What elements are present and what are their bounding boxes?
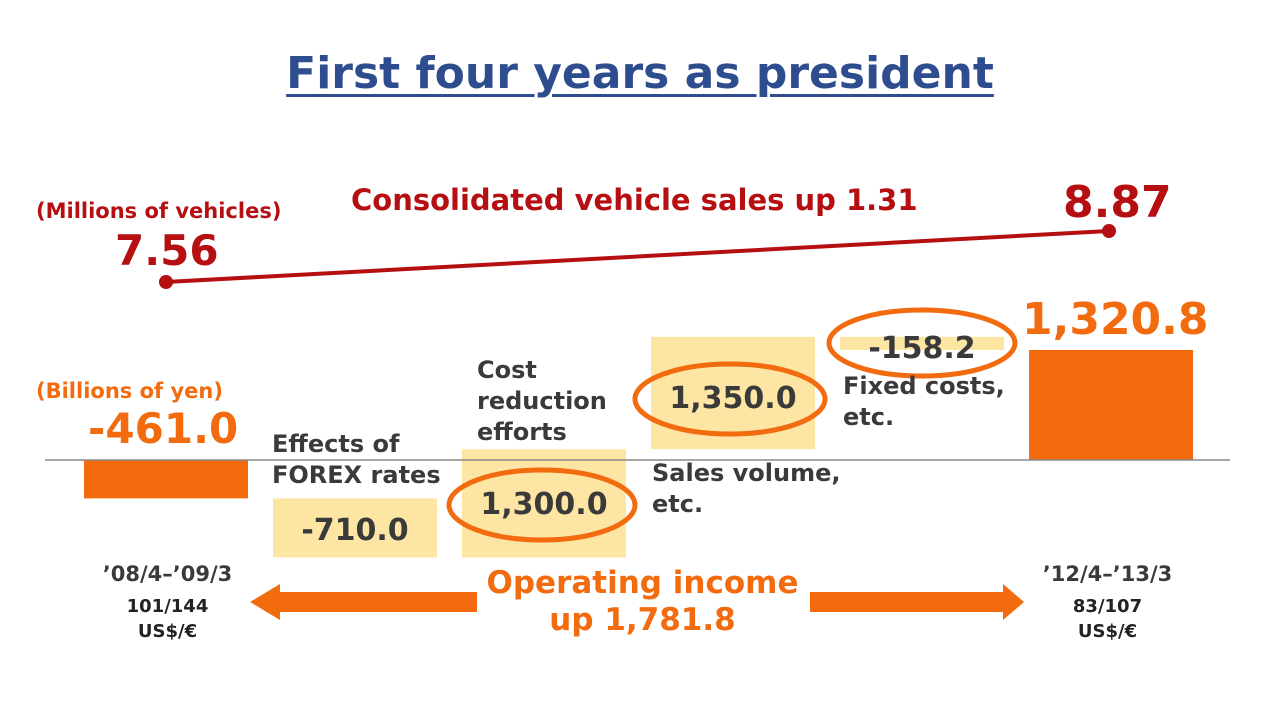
- vehicles-unit-label: (Millions of vehicles): [36, 199, 282, 223]
- step-bar-forex: [273, 498, 437, 558]
- highlight-ring-sales-volume: [632, 361, 828, 437]
- income-unit-label: (Billions of yen): [36, 379, 223, 403]
- income-bar-end: [1029, 350, 1193, 460]
- period-start-label: ’08/4–’09/3: [102, 562, 233, 586]
- period-start-currency: US$/€: [137, 621, 198, 642]
- vehicles-start-value: 7.56: [115, 226, 219, 275]
- period-end-label: ’12/4–’13/3: [1042, 562, 1173, 586]
- income-headline-line2: up 1,781.8: [549, 602, 736, 638]
- step-label-sales-volume: Sales volume, etc.: [652, 459, 841, 518]
- period-end-currency: US$/€: [1077, 621, 1138, 642]
- vehicle-sales-point-end: [1102, 224, 1116, 238]
- period-start-rates: 101/144: [126, 596, 209, 617]
- vehicle-sales-line: [165, 229, 1110, 284]
- page-title: First four years as president: [286, 48, 994, 99]
- income-bar-start: [84, 460, 248, 499]
- step-value-cost-reduction: 1,300.0: [480, 487, 608, 522]
- step-label-fixed-costs: Fixed costs, etc.: [843, 372, 1005, 431]
- vehicles-end-value: 8.87: [1063, 177, 1172, 228]
- step-bar-fixed-costs: [840, 336, 1004, 350]
- step-label-forex: Effects of FOREX rates: [272, 430, 441, 489]
- arrow-left-icon: [250, 584, 477, 620]
- income-start-value: -461.0: [88, 404, 239, 453]
- vehicle-sales-point-start: [159, 275, 173, 289]
- highlight-ring-fixed-costs: [826, 307, 1018, 379]
- income-headline-line1: Operating income: [486, 565, 799, 601]
- arrow-right-icon: [810, 584, 1024, 620]
- income-end-value: 1,320.8: [1022, 294, 1209, 345]
- step-value-forex: -710.0: [301, 513, 409, 548]
- highlight-ring-cost-reduction: [446, 467, 638, 543]
- step-value-sales-volume: 1,350.0: [669, 381, 797, 416]
- vehicles-headline: Consolidated vehicle sales up 1.31: [351, 183, 918, 217]
- step-value-fixed-costs: -158.2: [868, 331, 976, 366]
- step-label-cost-reduction: Cost reduction efforts: [477, 356, 607, 446]
- period-end-rates: 83/107: [1072, 596, 1143, 617]
